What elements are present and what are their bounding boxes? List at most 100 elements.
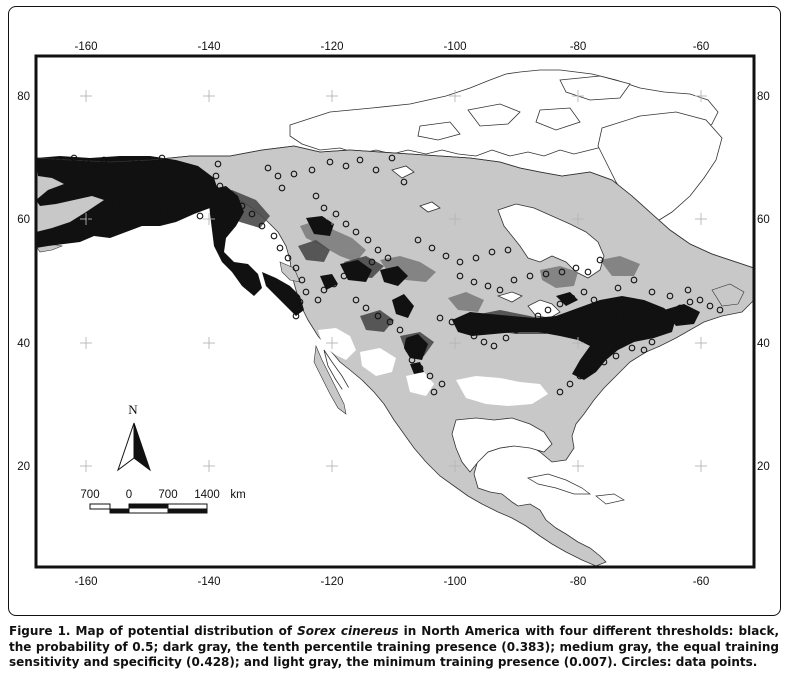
- scale-segment: [167, 508, 208, 514]
- data-point-circle: [284, 254, 292, 262]
- bottom-lon-tick: -120: [320, 576, 343, 588]
- scale-label: 700: [158, 489, 177, 501]
- data-point-circle: [470, 332, 478, 340]
- data-point-circle: [276, 244, 284, 252]
- scale-label: 0: [126, 489, 132, 501]
- data-point-circle: [46, 162, 54, 170]
- data-point-circle: [584, 268, 592, 276]
- data-point-circle: [496, 286, 504, 294]
- scale-bar: 700 0 700 1400 km: [80, 489, 246, 514]
- data-point-circle: [100, 156, 108, 164]
- data-point-circle: [640, 346, 648, 354]
- scale-segment: [128, 507, 169, 514]
- data-point-circle: [502, 334, 510, 342]
- data-point-circle: [332, 210, 340, 218]
- data-point-circle: [480, 338, 488, 346]
- data-point-circle: [588, 366, 596, 374]
- data-point-circle: [676, 304, 684, 312]
- data-point-circle: [74, 220, 82, 228]
- data-point-circle: [456, 258, 464, 266]
- data-point-circle: [428, 244, 436, 252]
- data-point-circle: [522, 318, 530, 326]
- data-point-circle: [196, 212, 204, 220]
- data-point-circle: [622, 314, 630, 322]
- data-point-circle: [608, 332, 616, 340]
- data-point-circle: [438, 380, 446, 388]
- north-arrow-right-half: [133, 422, 151, 472]
- data-point-circle: [92, 164, 100, 172]
- data-point-circle: [470, 278, 478, 286]
- data-point-circle: [458, 324, 466, 332]
- data-point-circle: [296, 298, 304, 306]
- caption-species: Sorex cinereus: [297, 624, 399, 638]
- data-point-circle: [362, 304, 370, 312]
- left-lat-tick: 60: [17, 214, 30, 226]
- data-point-circle: [364, 236, 372, 244]
- data-point-circle: [648, 288, 656, 296]
- data-point-circle: [302, 288, 310, 296]
- bottom-lon-tick: -100: [443, 576, 466, 588]
- left-lat-tick: 40: [17, 338, 30, 350]
- data-point-circle: [248, 210, 256, 218]
- data-point-circle: [414, 236, 422, 244]
- scale-label: km: [230, 489, 245, 501]
- data-point-circle: [534, 312, 542, 320]
- scale-segment: [109, 508, 130, 514]
- bottom-longitude-ticks: -160 -140 -120 -100 -80 -60: [74, 576, 709, 588]
- data-point-circle: [352, 264, 360, 272]
- data-point-circle: [200, 192, 208, 200]
- data-point-circle: [600, 358, 608, 366]
- data-point-circle: [342, 162, 350, 170]
- data-point-circle: [504, 246, 512, 254]
- data-point-circle: [386, 318, 394, 326]
- data-point-circle: [146, 160, 154, 168]
- top-longitude-ticks: -160 -140 -120 -100 -80 -60: [74, 41, 709, 53]
- data-point-circle: [270, 232, 278, 240]
- data-point-circle: [556, 300, 564, 308]
- data-point-circle: [186, 208, 194, 216]
- data-point-circle: [556, 388, 564, 396]
- data-point-circle: [216, 182, 224, 190]
- data-point-circle: [706, 302, 714, 310]
- data-point-circle: [396, 326, 404, 334]
- data-point-circle: [214, 160, 222, 168]
- data-point-circle: [510, 276, 518, 284]
- left-lat-tick: 80: [17, 91, 30, 103]
- data-point-circle: [572, 264, 580, 272]
- data-point-circle: [374, 246, 382, 254]
- scale-segment: [167, 503, 208, 510]
- data-point-circle: [648, 338, 656, 346]
- data-point-circle: [168, 166, 176, 174]
- data-point-circle: [472, 254, 480, 262]
- data-point-circle: [596, 326, 604, 334]
- data-point-circle: [312, 192, 320, 200]
- scale-segment: [89, 503, 111, 510]
- top-lon-tick: -120: [320, 41, 343, 53]
- bottom-lon-tick: -60: [693, 576, 710, 588]
- data-point-circle: [142, 208, 150, 216]
- top-lon-tick: -160: [74, 41, 97, 53]
- bottom-lon-tick: -160: [74, 576, 97, 588]
- data-point-circle: [238, 202, 246, 210]
- data-point-circle: [70, 154, 78, 162]
- data-point-circle: [86, 216, 94, 224]
- top-lon-tick: -60: [693, 41, 710, 53]
- data-point-circle: [400, 178, 408, 186]
- data-point-circle: [374, 312, 382, 320]
- data-point-circle: [654, 316, 662, 324]
- data-point-circle: [118, 200, 126, 208]
- data-point-circle: [290, 170, 298, 178]
- data-point-circle: [632, 318, 640, 326]
- data-point-circle: [340, 272, 348, 280]
- data-points: [38, 154, 724, 396]
- data-point-circle: [192, 182, 200, 190]
- data-point-circle: [442, 252, 450, 260]
- data-point-circle: [124, 168, 132, 176]
- data-point-circle: [684, 286, 692, 294]
- arid-white-patches: [318, 328, 548, 500]
- data-point-circle: [96, 210, 104, 218]
- data-point-circle: [686, 298, 694, 306]
- data-point-circle: [352, 296, 360, 304]
- data-point-circle: [612, 352, 620, 360]
- data-point-circle: [406, 336, 414, 344]
